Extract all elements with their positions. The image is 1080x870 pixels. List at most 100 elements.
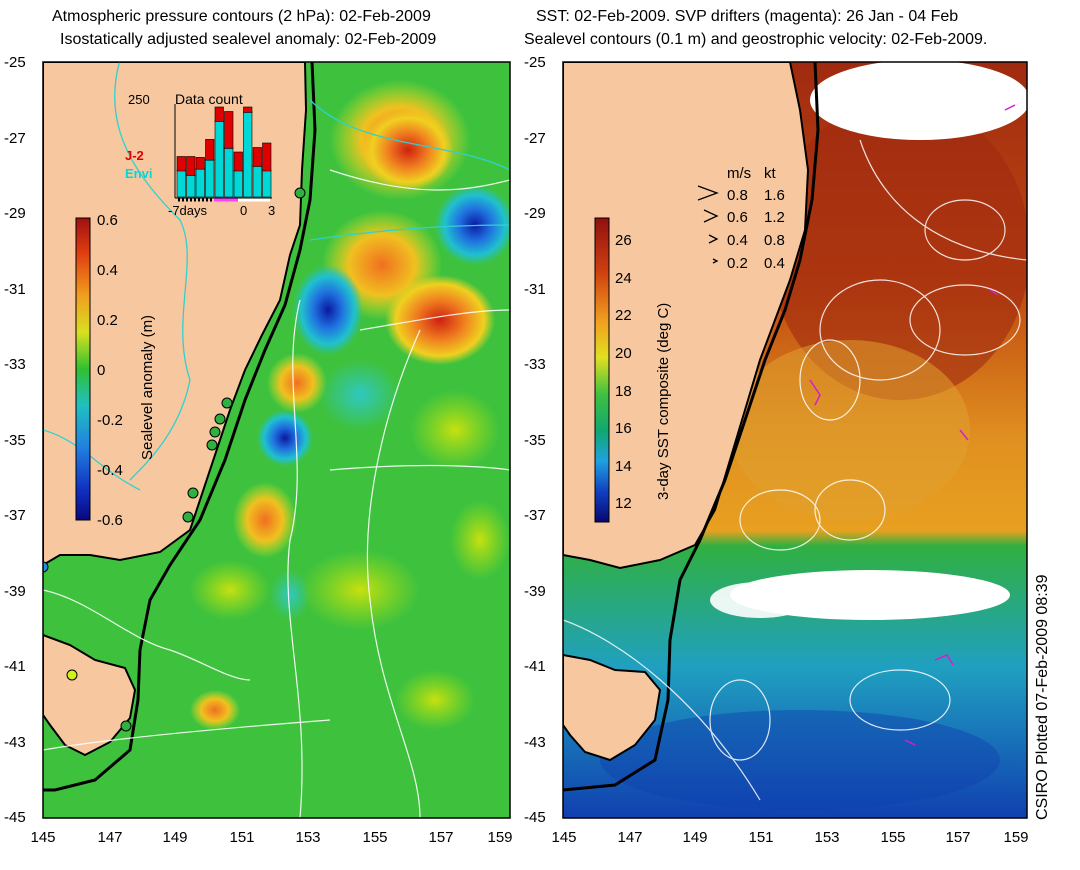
svg-text:0.2: 0.2 (727, 255, 748, 272)
inset-bar-envi (252, 165, 262, 198)
inset-bar-envi (205, 158, 215, 198)
colorbar-tick: 26 (615, 232, 632, 249)
colorbar-tick: -0.6 (97, 512, 123, 529)
lon-tick: 149 (682, 829, 707, 846)
arrow-icon (703, 209, 719, 223)
lon-tick: 157 (945, 829, 970, 846)
lon-tick: 151 (748, 829, 773, 846)
lon-tick: 155 (362, 829, 387, 846)
lat-tick: -41 (4, 658, 26, 675)
lon-tick: 145 (551, 829, 576, 846)
lat-tick: -33 (4, 356, 26, 373)
velocity-legend: m/s kt 0.8 1.6 0.6 1.2 0.4 0.8 0.2 0.4 (697, 165, 785, 272)
lat-tick: -45 (4, 809, 26, 826)
colorbar-tick: 0.4 (97, 262, 118, 279)
colorbar-tick: 12 (615, 495, 632, 512)
svg-text:0.4: 0.4 (764, 255, 785, 272)
lat-tick: -45 (524, 809, 546, 826)
colorbar-tick: 22 (615, 307, 632, 324)
lon-tick: 155 (880, 829, 905, 846)
sla-colorbar: 0.6 0.4 0.2 0 -0.2 -0.4 -0.6 Sealevel an… (75, 212, 156, 529)
footer-credit: CSIRO Plotted 07-Feb-2009 08:39 (1034, 574, 1051, 820)
inset-title: Data count (175, 91, 243, 107)
left-lat-axis: -25 -27 -29 -31 -33 -35 -37 -39 -41 -43 … (4, 54, 26, 826)
colorbar-tick: 24 (615, 270, 632, 287)
inset-bar-envi (186, 174, 196, 198)
legend-j2: J-2 (125, 148, 144, 163)
svg-text:1.6: 1.6 (764, 187, 785, 204)
inset-bar-envi (233, 169, 243, 198)
lon-tick: 159 (1003, 829, 1028, 846)
inset-bar-j2 (205, 139, 215, 161)
inset-xtick: 3 (268, 203, 275, 218)
svg-text:0.6: 0.6 (727, 209, 748, 226)
lon-tick: 151 (229, 829, 254, 846)
lon-tick: 157 (428, 829, 453, 846)
lat-tick: -25 (4, 54, 26, 71)
lat-tick: -43 (4, 734, 26, 751)
lat-tick: -27 (524, 130, 546, 147)
arrow-icon (712, 258, 719, 264)
lat-tick: -29 (524, 205, 546, 222)
inset-bar-envi (195, 167, 205, 198)
lon-tick: 145 (30, 829, 55, 846)
colorbar-tick: 0 (97, 362, 105, 379)
sst-colorbar: 26 24 22 20 18 16 14 12 3-day SST compos… (594, 217, 672, 523)
velocity-header-kt: kt (764, 165, 777, 182)
colorbar-tick: 18 (615, 383, 632, 400)
lat-tick: -37 (524, 507, 546, 524)
inset-bar-j2 (176, 156, 186, 172)
lat-tick: -41 (524, 658, 546, 675)
arrow-icon (708, 234, 719, 244)
inset-bar-j2 (224, 111, 234, 149)
left-title-2: Isostatically adjusted sealevel anomaly:… (60, 31, 437, 48)
lat-tick: -39 (4, 583, 26, 600)
inset-xtick: -7days (168, 203, 208, 218)
lat-tick: -31 (524, 281, 546, 298)
colorbar-tick: 0.2 (97, 312, 118, 329)
lon-tick: 147 (617, 829, 642, 846)
data-count-inset: 250 Data count J-2 Envi -7days 0 3 (125, 91, 275, 218)
inset-bar-envi (176, 169, 186, 198)
lon-tick: 153 (814, 829, 839, 846)
inset-bar-envi (224, 147, 234, 198)
inset-bar-j2 (195, 157, 205, 170)
inset-bar-j2 (214, 106, 224, 122)
lat-tick: -39 (524, 583, 546, 600)
right-title-1: SST: 02-Feb-2009. SVP drifters (magenta)… (536, 8, 959, 25)
left-title-1: Atmospheric pressure contours (2 hPa): 0… (52, 8, 431, 25)
lon-tick: 159 (487, 829, 512, 846)
svg-text:0.8: 0.8 (727, 187, 748, 204)
colorbar-tick: -0.2 (97, 412, 123, 429)
legend-envi: Envi (125, 166, 152, 181)
sealevel-anomaly-map (43, 62, 510, 818)
inset-max: 250 (128, 92, 150, 107)
inset-bar-j2 (186, 156, 196, 176)
inset-bar-envi (214, 120, 224, 198)
left-map-frame (42, 61, 511, 819)
inset-bar-j2 (233, 151, 243, 172)
inset-bar-j2 (252, 147, 262, 167)
colorbar-tick: 20 (615, 345, 632, 362)
colorbar-label: 3-day SST composite (deg C) (655, 303, 672, 500)
lat-tick: -25 (524, 54, 546, 71)
svg-text:0.4: 0.4 (727, 232, 748, 249)
colorbar-tick: 16 (615, 420, 632, 437)
inset-bar-j2 (243, 106, 253, 113)
left-lon-axis: 145 147 149 151 153 155 157 159 (30, 829, 512, 846)
lon-tick: 147 (97, 829, 122, 846)
colorbar-tick: 14 (615, 458, 632, 475)
lat-tick: -33 (524, 356, 546, 373)
right-map-frame (562, 61, 1028, 819)
lon-tick: 153 (295, 829, 320, 846)
right-title-2: Sealevel contours (0.1 m) and geostrophi… (524, 31, 988, 48)
colorbar-tick: -0.4 (97, 462, 123, 479)
colorbar-label: Sealevel anomaly (m) (139, 315, 156, 460)
lat-tick: -43 (524, 734, 546, 751)
svg-text:0.8: 0.8 (764, 232, 785, 249)
right-lat-axis: -25 -27 -29 -31 -33 -35 -37 -39 -41 -43 … (524, 54, 546, 826)
velocity-header-ms: m/s (727, 165, 751, 182)
lat-tick: -31 (4, 281, 26, 298)
lat-tick: -27 (4, 130, 26, 147)
